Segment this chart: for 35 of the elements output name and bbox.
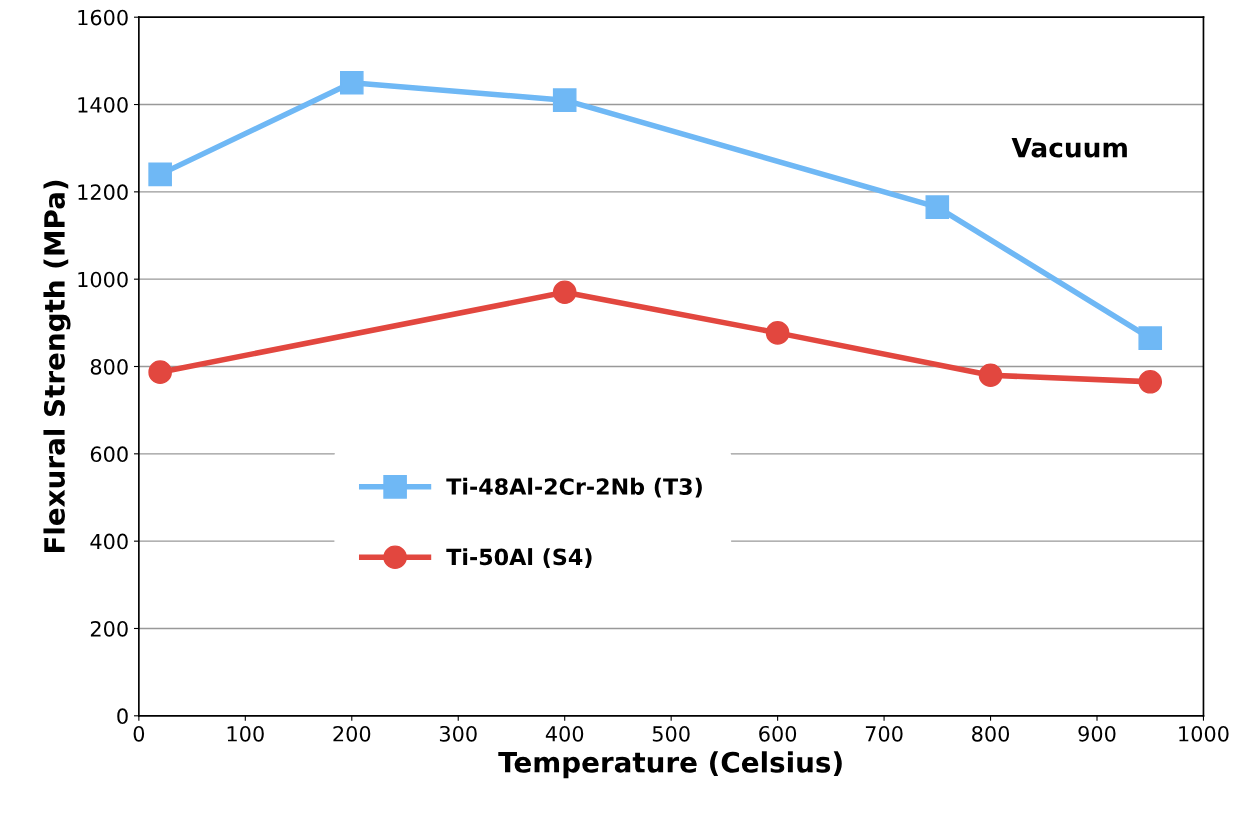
legend-label: Ti-48Al-2Cr-2Nb (T3)	[446, 477, 702, 498]
x-tick-label: 1000	[1179, 725, 1229, 742]
x-tick-label: 800	[972, 725, 1010, 742]
x-tick-label: 700	[865, 725, 903, 742]
x-axis-title: Temperature (Celsius)	[498, 751, 842, 779]
y-tick-label: 200	[90, 620, 128, 637]
y-tick-label: 800	[90, 358, 128, 375]
x-tick-label: 200	[333, 725, 371, 742]
y-tick-label: 0	[117, 708, 128, 725]
point	[148, 360, 172, 384]
y-tick-label: 1400	[78, 96, 128, 113]
y-tick-label: 1000	[78, 271, 128, 288]
point	[765, 321, 790, 345]
y-axis-title: Flexural Strength (MPa)	[43, 180, 71, 553]
point	[148, 162, 172, 187]
point	[1138, 369, 1163, 394]
legend-label: Ti-50Al (S4)	[446, 548, 592, 568]
x-tick-label: 400	[545, 725, 584, 742]
x-tick-label: 0	[133, 725, 145, 742]
point	[552, 280, 577, 305]
x-tick-label: 100	[227, 725, 264, 742]
x-tick-label: 500	[652, 725, 690, 742]
x-tick-label: 300	[439, 725, 477, 742]
y-tick-label: 1200	[78, 184, 128, 201]
y-tick-label: 400	[90, 533, 128, 550]
y-tick-label: 1600	[78, 9, 128, 26]
point	[339, 70, 364, 95]
point	[978, 363, 1003, 388]
annotation: Vacuum	[1011, 137, 1127, 158]
x-tick-label: 900	[1078, 725, 1116, 742]
point	[1138, 326, 1163, 350]
point	[552, 88, 577, 112]
x-tick-label: 600	[759, 725, 797, 742]
y-tick-label: 600	[90, 446, 128, 463]
point	[925, 195, 950, 219]
